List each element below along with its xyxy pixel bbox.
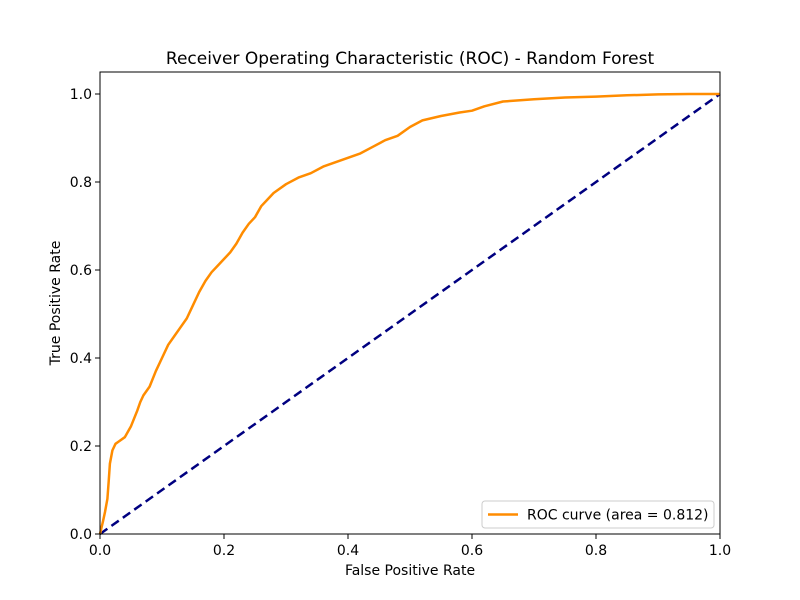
x-tick-label: 0.2: [213, 543, 235, 559]
x-tick-label: 0.4: [337, 543, 359, 559]
roc-curve-line: [98, 92, 720, 535]
plot-background: [100, 72, 720, 534]
plot-area: [98, 71, 721, 536]
y-tick-label: 0.8: [70, 175, 92, 191]
y-tick-label: 0.0: [70, 527, 92, 543]
x-tick-label: 0.6: [461, 543, 483, 559]
chance-diagonal-line: [99, 92, 721, 536]
y-tick-label: 0.4: [70, 351, 92, 367]
y-tick-label: 0.2: [70, 439, 92, 455]
x-tick-label: 0.8: [585, 543, 607, 559]
y-tick-label: 0.6: [70, 263, 92, 279]
legend-box: [481, 500, 715, 529]
y-axis-ticks: 0.0 0.2 0.4 0.6 0.8 1.0: [70, 87, 100, 543]
y-axis-label: True Positive Rate: [48, 241, 64, 367]
x-tick-label: 1.0: [709, 543, 731, 559]
x-axis-label: False Positive Rate: [345, 563, 475, 579]
legend-label-roc: ROC curve (area = 0.812): [527, 508, 709, 524]
legend: ROC curve (area = 0.812): [481, 500, 715, 529]
x-tick-label: 0.0: [89, 543, 111, 559]
y-tick-label: 1.0: [70, 87, 92, 103]
plot-frame: [99, 71, 721, 535]
chart-title: Receiver Operating Characteristic (ROC) …: [166, 49, 655, 69]
x-axis-ticks: 0.0 0.2 0.4 0.6 0.8 1.0: [89, 534, 731, 559]
